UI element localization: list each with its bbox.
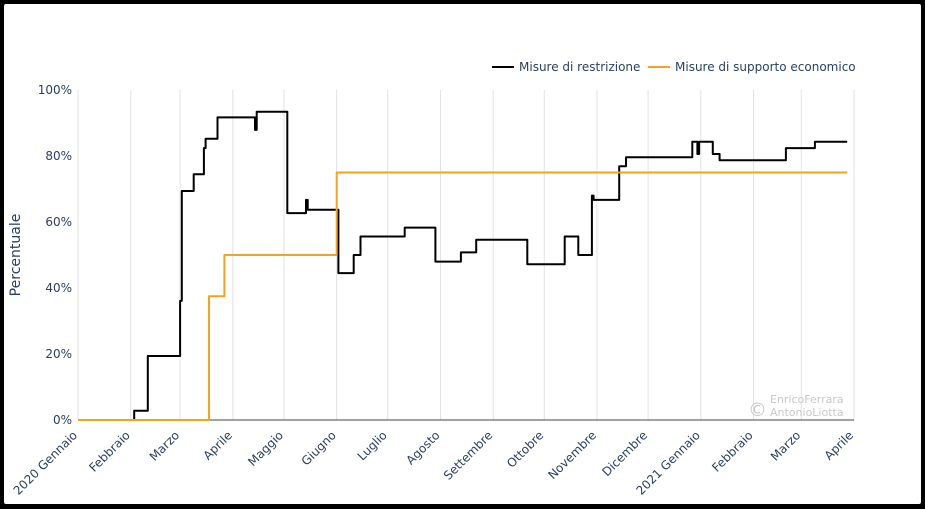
gridlines xyxy=(77,90,855,420)
copyright-icon: © xyxy=(748,399,767,421)
x-tick-label: Dicembre xyxy=(599,428,650,479)
y-tick-label: 40% xyxy=(45,281,72,295)
y-tick-label: 0% xyxy=(53,413,72,427)
x-tick-label: Marzo xyxy=(147,428,183,464)
x-tick-label: Luglio xyxy=(355,428,390,463)
y-tick-label: 80% xyxy=(45,149,72,163)
series-layer xyxy=(78,110,848,421)
y-axis-title: Percentuale xyxy=(8,214,24,297)
line-chart: 0%20%40%60%80%100% 2020 Gennaio Febbraio M… xyxy=(8,60,856,498)
x-tick-label: 2020 Gennaio xyxy=(11,428,80,497)
x-tick-label: Aprile xyxy=(822,428,857,463)
x-tick-label: Settembre xyxy=(441,428,496,483)
x-tick-label: Agosto xyxy=(403,428,442,467)
y-tick-label: 20% xyxy=(45,347,72,361)
y-tick-labels: 0% 20% 40% 60% 80% 100% xyxy=(38,83,72,427)
series-line-0[interactable] xyxy=(78,110,848,421)
x-tick-label: Maggio xyxy=(245,428,286,469)
x-tick-label: Giugno xyxy=(299,428,339,468)
y-tick-label: 60% xyxy=(45,215,72,229)
watermark: © EnricoFerrara AntonioLiotta xyxy=(748,393,844,421)
x-tick-label: Novembre xyxy=(545,428,599,482)
watermark-author-2: AntonioLiotta xyxy=(770,406,844,419)
x-tick-label: Febbraio xyxy=(709,428,756,475)
x-tick-label: Marzo xyxy=(768,428,804,464)
legend-label-restrizione[interactable]: Misure di restrizione xyxy=(519,60,640,74)
y-tick-label: 100% xyxy=(38,83,72,97)
legend-label-supporto[interactable]: Misure di supporto economico xyxy=(675,60,856,74)
x-tick-label: Febbraio xyxy=(86,428,133,475)
series-line-1[interactable] xyxy=(78,171,848,421)
x-tick-label: Ottobre xyxy=(504,428,546,470)
x-tick-label: Aprile xyxy=(200,428,235,463)
chart-panel: 0% 20% 40% 60% 80% 100% 2020 Gennaio Febbraio M… xyxy=(4,4,921,504)
watermark-author-1: EnricoFerrara xyxy=(770,393,844,406)
legend: Misure di restrizione Misure di supporto… xyxy=(492,60,856,74)
x-tick-labels: 2020 Gennaio Febbraio Marzo Aprile Maggio Giu… xyxy=(11,428,856,497)
